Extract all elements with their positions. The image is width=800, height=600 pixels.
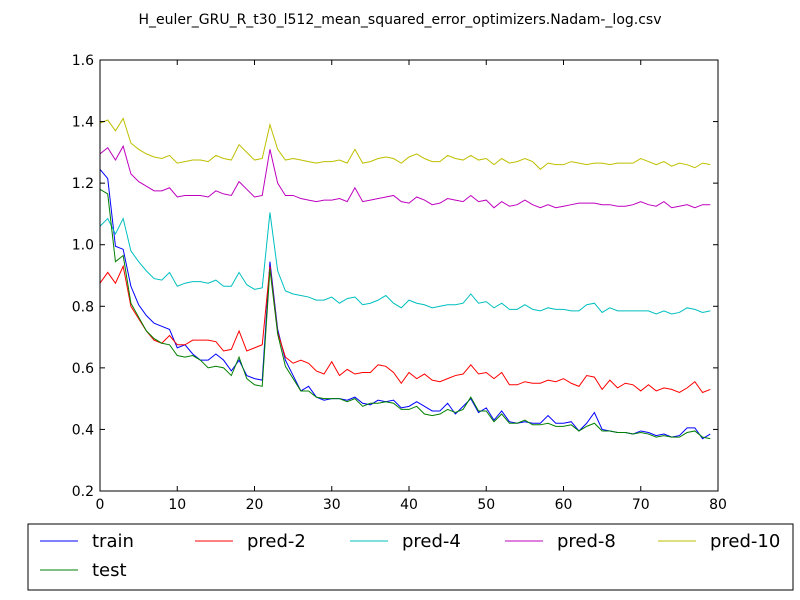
chart-title: H_euler_GRU_R_t30_l512_mean_squared_erro… <box>138 12 661 28</box>
x-tick-label: 40 <box>400 497 418 513</box>
legend-label-test: test <box>92 560 127 581</box>
y-tick-label: 0.2 <box>72 484 94 500</box>
y-tick-label: 0.4 <box>72 422 94 438</box>
series-line-test <box>99 188 711 440</box>
tick-layer: 0 10 20 30 40 50 60 70 80 0.2 0.4 0.6 0.8 1.0 1.2 1.4 1.… <box>72 53 727 513</box>
y-tick-label: 1.4 <box>72 115 94 131</box>
x-tick-label: 0 <box>96 497 105 513</box>
y-tick-label: 1.2 <box>72 176 94 192</box>
x-tick-label: 80 <box>709 497 727 513</box>
series-line-pred-4 <box>99 212 711 315</box>
x-tick-label: 60 <box>555 497 573 513</box>
series-line-pred-10 <box>99 117 711 170</box>
y-tick-label: 1.0 <box>72 238 94 254</box>
x-tick-label: 20 <box>246 497 264 513</box>
y-tick-label: 1.6 <box>72 53 94 69</box>
series-line-pred-8 <box>99 144 711 209</box>
legend-label-pred-10: pred-10 <box>710 531 780 552</box>
legend-label-train: train <box>92 531 134 552</box>
y-tick-label: 0.8 <box>72 299 94 315</box>
x-tick-label: 10 <box>168 497 186 513</box>
legend: train pred-2 pred-4 pred-8 pred-10 test <box>27 523 794 591</box>
x-tick-label: 30 <box>323 497 341 513</box>
x-tick-label: 70 <box>632 497 650 513</box>
x-tick-label: 50 <box>477 497 495 513</box>
legend-box <box>27 523 794 591</box>
y-tick-label: 0.6 <box>72 361 94 377</box>
legend-label-pred-2: pred-2 <box>247 531 306 552</box>
series-line-pred-2 <box>99 264 711 394</box>
legend-label-pred-4: pred-4 <box>402 531 461 552</box>
legend-label-pred-8: pred-8 <box>557 531 616 552</box>
series-layer <box>99 117 711 440</box>
